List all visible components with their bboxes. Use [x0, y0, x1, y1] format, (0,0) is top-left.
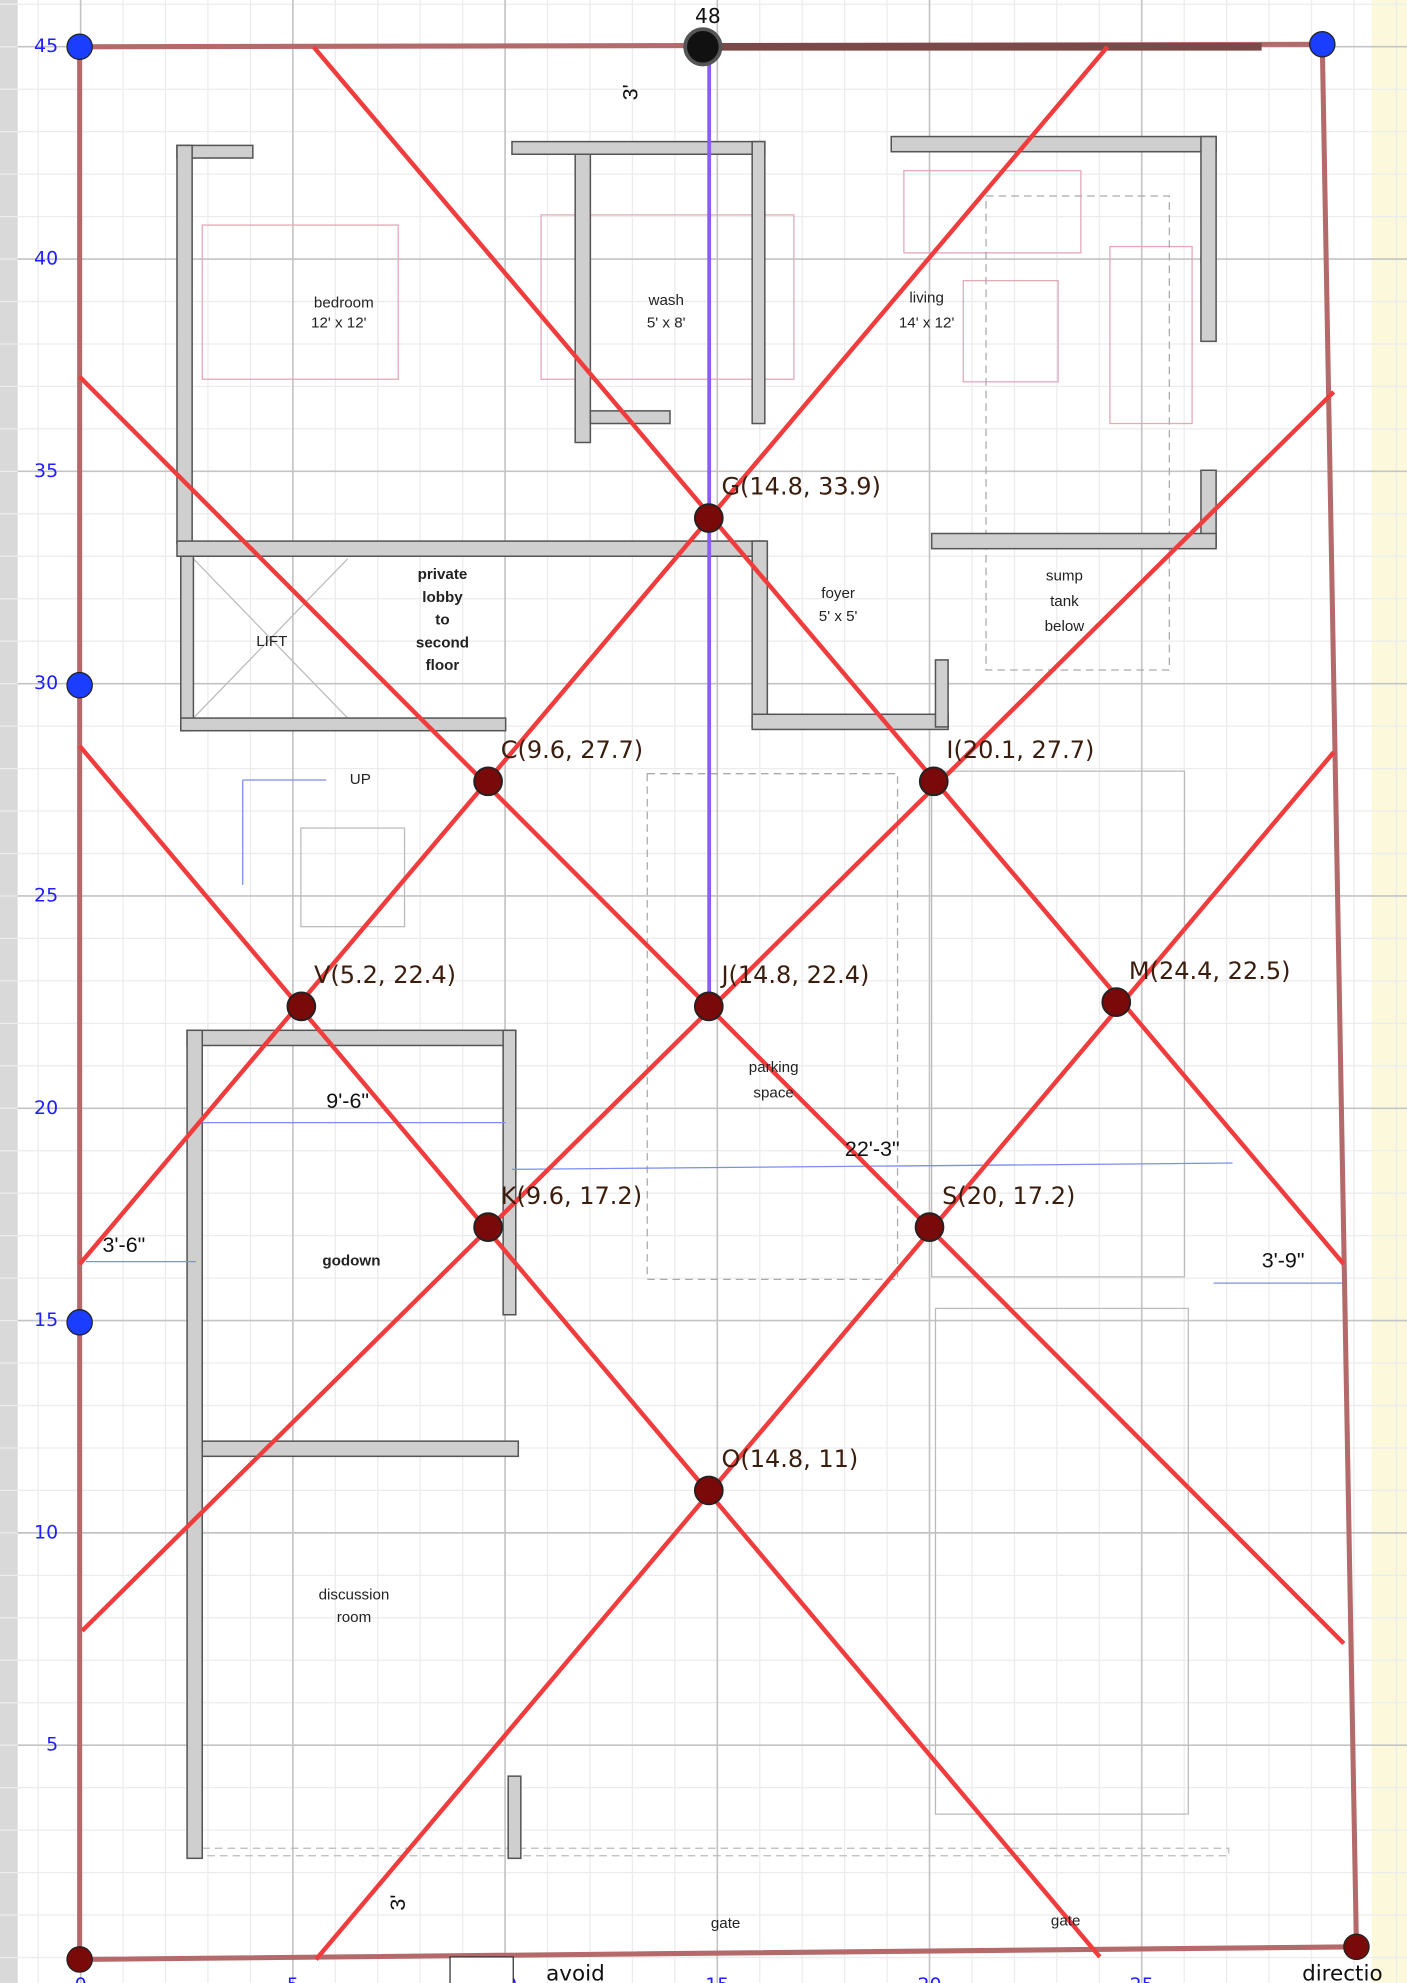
- y-tick-label: 25: [34, 884, 58, 906]
- room-label: foyer: [821, 585, 855, 602]
- wall: [181, 556, 194, 730]
- room-label: sump: [1046, 567, 1083, 584]
- point[interactable]: [474, 1213, 502, 1241]
- top-point[interactable]: [685, 29, 720, 64]
- dimension-label: 9'-6": [326, 1089, 369, 1113]
- dimension-label: 3'-6": [102, 1233, 145, 1257]
- room-label: below: [1045, 618, 1085, 635]
- overlay-box: [450, 1957, 513, 1983]
- wall: [932, 533, 1216, 548]
- wall: [503, 1030, 516, 1314]
- point[interactable]: [695, 504, 723, 532]
- point[interactable]: [474, 767, 502, 795]
- point[interactable]: [695, 1477, 723, 1505]
- room-label: parking: [749, 1059, 799, 1076]
- room-label: private: [418, 566, 468, 583]
- room-label: wash: [648, 292, 684, 309]
- x-tick-label: 0: [75, 1974, 87, 1983]
- point[interactable]: [287, 992, 315, 1020]
- wall: [508, 1776, 521, 1858]
- corner-point[interactable]: [67, 34, 92, 59]
- room-label: 12' x 12': [311, 315, 367, 332]
- room-label: living: [909, 289, 944, 306]
- point-label: M(24.4, 22.5): [1129, 957, 1291, 985]
- point-label: S(20, 17.2): [942, 1182, 1075, 1210]
- y-tick-label: 45: [34, 35, 58, 57]
- canvas: [18, 0, 1407, 1983]
- room-label: room: [337, 1609, 372, 1626]
- wall: [202, 1441, 518, 1456]
- room-label: discussion: [319, 1586, 390, 1603]
- room-label: second: [416, 634, 469, 651]
- point-label: K(9.6, 17.2): [501, 1182, 642, 1210]
- point-label: C(9.6, 27.7): [501, 736, 643, 764]
- room-label: tank: [1050, 593, 1079, 610]
- point-label: I(20.1, 27.7): [946, 736, 1094, 764]
- wall: [1201, 137, 1216, 342]
- y-tick-label: 20: [34, 1097, 58, 1119]
- corner-point[interactable]: [67, 1947, 92, 1972]
- edge-point[interactable]: [67, 673, 92, 698]
- wall: [752, 142, 765, 424]
- overlay-label: directio: [1302, 1962, 1383, 1983]
- room-label: 14' x 12': [899, 315, 955, 332]
- point[interactable]: [695, 992, 723, 1020]
- point-label: O(14.8, 11): [721, 1445, 858, 1473]
- edge-point[interactable]: [67, 1310, 92, 1335]
- side-panel: [1372, 0, 1407, 1983]
- x-tick-label: 20: [917, 1974, 941, 1983]
- x-tick-label: 25: [1130, 1974, 1154, 1983]
- room-label: UP: [350, 771, 371, 788]
- y-tick-label: 30: [34, 672, 58, 694]
- wall: [935, 660, 948, 727]
- wall: [575, 154, 590, 442]
- dimension-label: 3': [386, 1895, 410, 1911]
- room-label: floor: [426, 657, 460, 674]
- dimension-label: 3'-9": [1262, 1248, 1305, 1272]
- room-label: lobby: [422, 589, 463, 606]
- dimension-label: 22'-3": [845, 1137, 900, 1161]
- wall: [512, 142, 765, 155]
- corner-point[interactable]: [1344, 1934, 1369, 1959]
- point[interactable]: [916, 1213, 944, 1241]
- room-label: space: [753, 1085, 793, 1102]
- y-tick-label: 40: [34, 248, 58, 270]
- x-tick-label: 5: [287, 1974, 299, 1983]
- wall: [891, 137, 1216, 152]
- point[interactable]: [1102, 988, 1130, 1016]
- wall: [187, 1030, 516, 1045]
- room-label: godown: [322, 1253, 380, 1270]
- point-label: J(14.8, 22.4): [719, 961, 869, 989]
- point-label: G(14.8, 33.9): [721, 473, 880, 501]
- y-tick-label: 5: [46, 1734, 58, 1756]
- graphics-view: 051015202551015202530354045: [0, 0, 1407, 1983]
- wall: [181, 718, 506, 731]
- room-label: bedroom: [314, 294, 374, 311]
- y-tick-label: 35: [34, 460, 58, 482]
- wall: [752, 714, 948, 729]
- overlay-label: avoid: [546, 1962, 605, 1983]
- dimension-label: 3': [619, 84, 643, 100]
- page: {"axes": {"xlim": [-1.9, 31.25], "ylim":…: [0, 0, 1407, 1983]
- top-point-label: 48: [695, 4, 721, 28]
- point-label: V(5.2, 22.4): [314, 961, 456, 989]
- room-label: 5' x 8': [647, 315, 686, 332]
- x-tick-label: 15: [705, 1974, 729, 1983]
- room-label: 5' x 5': [819, 608, 858, 625]
- room-label: gate: [711, 1915, 741, 1932]
- wall: [187, 1030, 202, 1858]
- corner-point[interactable]: [1310, 32, 1335, 57]
- y-tick-label: 15: [34, 1309, 58, 1331]
- room-label: gate: [1051, 1913, 1081, 1930]
- room-label: to: [435, 612, 449, 629]
- point[interactable]: [920, 767, 948, 795]
- y-tick-label: 10: [34, 1521, 58, 1543]
- room-label: LIFT: [256, 633, 287, 650]
